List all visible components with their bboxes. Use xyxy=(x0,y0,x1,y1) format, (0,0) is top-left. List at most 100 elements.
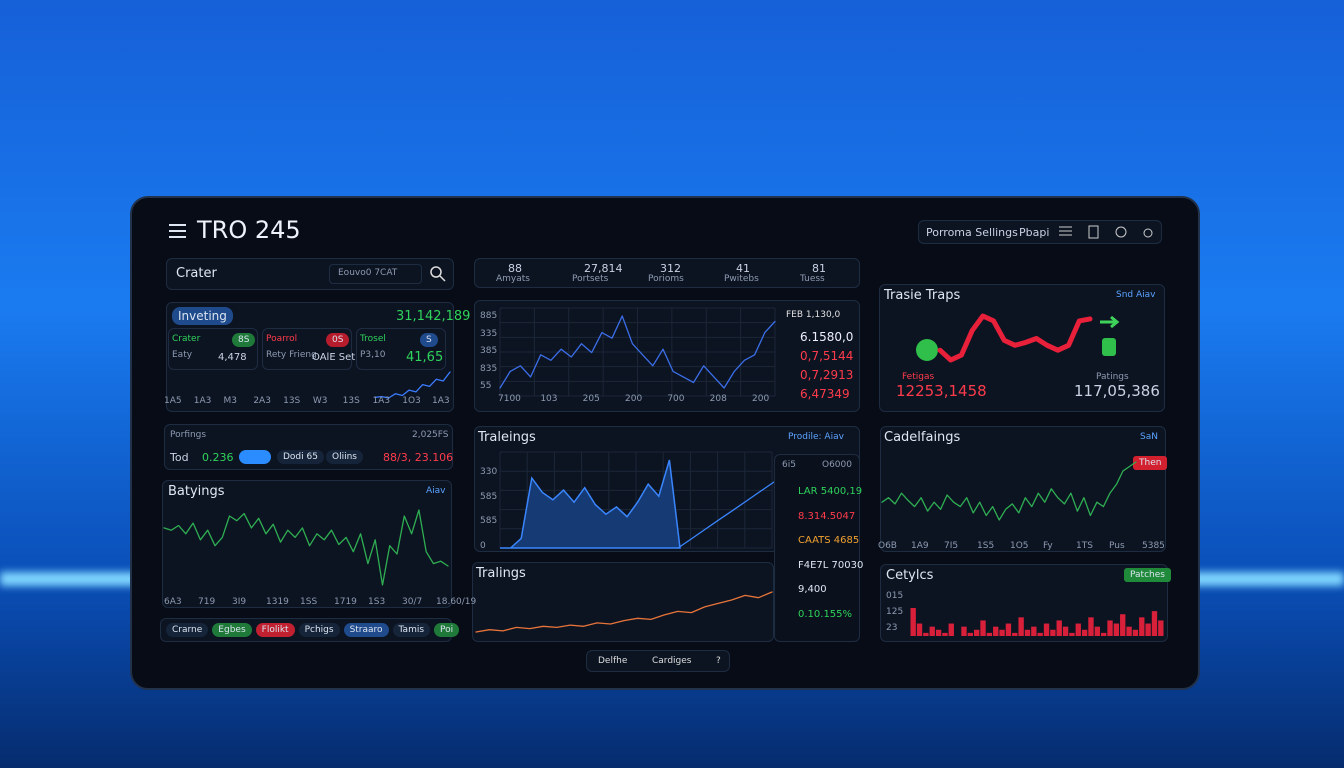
bar xyxy=(1075,623,1081,636)
order-item: 0.10.155% xyxy=(798,608,853,620)
menu-icon[interactable] xyxy=(168,223,188,239)
bar xyxy=(1043,623,1050,636)
search-input[interactable] xyxy=(329,264,422,284)
y-axis-label: 23 xyxy=(886,623,898,633)
y-axis-label: 885 xyxy=(480,311,498,321)
portfolio-chip[interactable]: Dodi 65 xyxy=(277,450,324,464)
toolbar-button[interactable]: Pbapi xyxy=(1019,226,1050,239)
trade-right-value: 117,05,386 xyxy=(1074,382,1160,400)
bar xyxy=(1056,620,1062,636)
filter-chip[interactable]: Poi xyxy=(434,623,460,637)
filter-chip[interactable]: Pchigs xyxy=(298,623,340,637)
order-item: LAR 5400,19 xyxy=(798,486,863,497)
x-axis-label: 1S3 xyxy=(368,597,386,607)
order-item: F4E7L 70030 xyxy=(798,559,864,571)
y-axis-label: 330 xyxy=(480,467,498,477)
panel-title: Cadelfaings xyxy=(884,430,961,445)
overview-grid xyxy=(499,307,776,397)
footer-button[interactable]: Delfhe xyxy=(598,656,628,666)
bar xyxy=(967,632,973,636)
tradings-trend xyxy=(677,481,775,549)
y-axis-label: 015 xyxy=(886,591,904,601)
x-axis-label: O6B xyxy=(878,541,897,551)
footer-button[interactable]: ? xyxy=(716,656,721,666)
bar xyxy=(1018,617,1024,636)
bar xyxy=(1005,623,1012,636)
line xyxy=(677,481,775,549)
search-label: Crater xyxy=(176,266,217,281)
x-axis-label: 1A3 xyxy=(193,396,212,406)
toolbar-button[interactable]: Porroma Sellings xyxy=(926,226,1018,239)
panel-link[interactable]: Prodile: Aiav xyxy=(788,432,844,442)
order-item: CAATS 4685 xyxy=(798,535,860,546)
y-axis-label: 335 xyxy=(480,328,498,339)
x-axis-label: 7I5 xyxy=(944,541,959,551)
investing-chart xyxy=(374,371,451,399)
list-tab[interactable]: O6000 xyxy=(822,460,852,470)
cycles-panel xyxy=(880,564,1168,642)
filter-chip[interactable]: Tamis xyxy=(392,623,431,637)
y-axis-label: 0 xyxy=(480,541,486,551)
x-axis-label: 200 xyxy=(625,394,643,404)
y-axis-label: 125 xyxy=(886,607,904,617)
filter-chip[interactable]: Crarne xyxy=(166,623,209,637)
bar xyxy=(1151,611,1158,636)
bar xyxy=(948,623,954,636)
price: 6.1580,0 xyxy=(800,330,854,344)
toolbar-icons[interactable] xyxy=(1058,225,1158,239)
portfolio-title: Porfings xyxy=(170,430,207,440)
x-axis-label: 30/7 xyxy=(402,597,423,607)
cell-badge: 0S xyxy=(326,333,350,347)
portfolio-total: 2,025FS xyxy=(412,430,449,440)
cell-badge: 8S xyxy=(232,333,256,347)
x-axis-label: 1319 xyxy=(266,597,289,607)
toggle[interactable] xyxy=(239,450,271,464)
footer-bar xyxy=(586,650,730,672)
filter-chip[interactable]: Straaro xyxy=(343,623,389,637)
x-axis-label: M3 xyxy=(223,396,238,406)
cycles-badge: Patches xyxy=(1124,568,1171,582)
x-axis-label: 1O3 xyxy=(402,396,421,406)
line xyxy=(475,591,773,633)
x-axis-label: 1A5 xyxy=(164,396,182,406)
bar xyxy=(1139,617,1145,636)
panel-title: Tralings xyxy=(476,566,526,581)
investing-cell xyxy=(168,328,258,370)
search-icon[interactable] xyxy=(430,266,446,282)
bar xyxy=(974,629,980,636)
cycles-chart xyxy=(910,608,1164,636)
x-axis-label: 13S xyxy=(283,396,301,406)
y-axis-label: 835 xyxy=(480,363,498,374)
stats-bar xyxy=(474,258,860,288)
line xyxy=(937,313,1093,363)
list-tab[interactable]: 6i5 xyxy=(782,460,796,470)
overview-chart xyxy=(499,315,776,389)
portfolio-label: Tod xyxy=(170,451,189,464)
panel-link[interactable]: SaN xyxy=(1140,432,1158,442)
filter-chip[interactable]: Egbes xyxy=(212,623,252,637)
bar xyxy=(1024,629,1031,636)
x-axis-label: W3 xyxy=(312,396,328,406)
portfolio-chip[interactable]: Oliins xyxy=(326,450,363,464)
panel-link[interactable]: Snd Aiav xyxy=(1116,290,1156,300)
footer-button[interactable]: Cardiges xyxy=(652,656,692,666)
tradings-area xyxy=(500,459,681,549)
bar xyxy=(1012,632,1018,636)
panel-tag: Inveting xyxy=(172,307,233,325)
line xyxy=(499,315,776,389)
bar xyxy=(980,620,986,636)
filter-chip[interactable]: Flolikt xyxy=(255,623,295,637)
panel-title: Traleings xyxy=(478,430,536,445)
x-axis-label: 1S5 xyxy=(977,541,995,551)
x-axis-label: 700 xyxy=(667,394,685,404)
bar xyxy=(1088,617,1094,636)
panel-title: Trasie Traps xyxy=(884,288,961,303)
trade-arrow xyxy=(1100,315,1120,356)
overview-panel xyxy=(474,300,860,412)
panel-link[interactable]: Aiav xyxy=(426,486,446,496)
bar xyxy=(1081,629,1088,636)
cell-label: Eaty xyxy=(172,350,193,360)
cell-value: OAlE Setree xyxy=(312,352,372,363)
bar xyxy=(999,629,1005,636)
